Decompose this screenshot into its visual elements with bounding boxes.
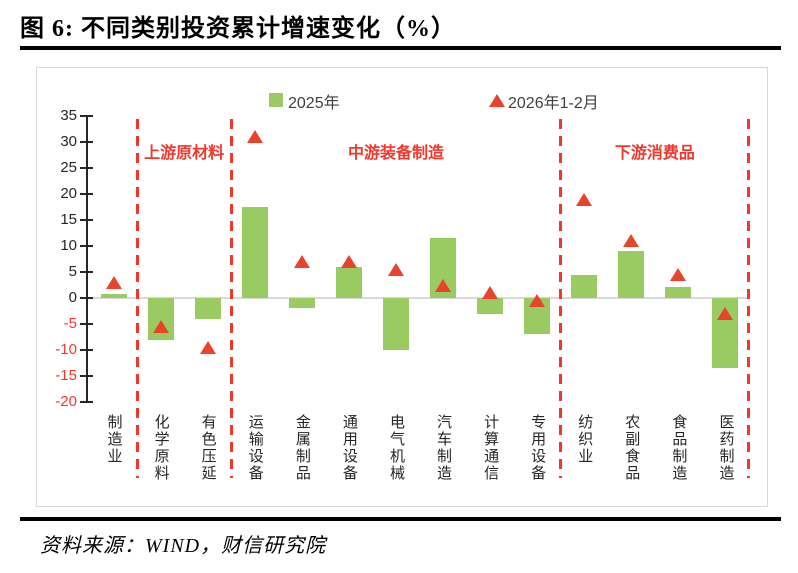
x-axis-label: 通用设备: [340, 414, 358, 482]
marker-triangle-icon: [105, 275, 122, 289]
bar: [571, 275, 598, 298]
x-axis-label: 专用设备: [529, 414, 547, 482]
x-axis-label: 纺织业: [576, 414, 594, 465]
y-axis-tick: [80, 297, 93, 299]
x-axis-label: 电气机械: [387, 414, 405, 482]
y-tick-label: 15: [60, 211, 77, 228]
source-text: 资料来源：WIND，财信研究院: [40, 535, 327, 557]
section-divider-line: [135, 119, 139, 478]
y-axis-tick: [80, 323, 93, 325]
title-rule: [20, 46, 781, 50]
section-label: 中游装备制造: [347, 145, 444, 162]
marker-triangle-icon: [623, 234, 640, 248]
marker-triangle-icon: [576, 192, 593, 206]
marker-triangle-icon: [199, 340, 216, 354]
legend-triangle-icon: [489, 94, 505, 107]
bar: [100, 293, 127, 298]
y-tick-label: -10: [55, 341, 77, 358]
y-tick-label: 10: [60, 237, 77, 254]
section-divider-line: [747, 119, 751, 478]
y-tick-label: 5: [68, 263, 77, 280]
marker-triangle-icon: [293, 255, 310, 269]
zero-gridline: [87, 297, 749, 299]
marker-triangle-icon: [670, 267, 687, 281]
marker-triangle-icon: [152, 320, 169, 334]
x-axis-label: 农副食品: [623, 414, 641, 482]
bar: [194, 298, 221, 319]
y-axis-tick: [80, 193, 93, 195]
x-axis-label: 计算通信: [482, 414, 500, 482]
y-tick-label: 20: [60, 185, 77, 202]
y-axis-tick: [80, 375, 93, 377]
y-tick-label: -15: [55, 367, 77, 384]
bar: [618, 251, 645, 298]
legend-label-2026: 2026年1-2月: [508, 95, 599, 112]
source-rule: [20, 517, 781, 521]
marker-triangle-icon: [529, 294, 546, 308]
y-tick-label: -5: [63, 315, 77, 332]
legend-label-2025: 2025年: [288, 95, 340, 112]
marker-triangle-icon: [246, 130, 263, 144]
x-axis-label: 有色压延: [199, 414, 217, 482]
x-axis-label: 化学原料: [152, 414, 170, 482]
bar: [382, 298, 409, 350]
bar: [665, 286, 692, 298]
y-axis-tick: [80, 219, 93, 221]
section-label: 上游原材料: [144, 145, 225, 162]
section-divider-line: [229, 119, 233, 478]
x-axis-label: 运输设备: [246, 414, 264, 482]
bar: [477, 298, 504, 314]
section-label: 下游消费品: [614, 145, 695, 162]
figure-title: 图 6: 不同类别投资累计增速变化（%）: [20, 16, 456, 42]
marker-triangle-icon: [482, 286, 499, 300]
bar: [241, 207, 268, 298]
bar: [335, 266, 362, 298]
y-axis-line: [86, 116, 88, 402]
x-axis-label: 食品制造: [670, 414, 688, 482]
y-tick-label: -20: [55, 393, 77, 410]
bar: [288, 298, 315, 309]
bar: [147, 298, 174, 340]
y-axis-tick: [80, 141, 93, 143]
y-axis-tick: [80, 167, 93, 169]
legend-square-icon: [269, 93, 283, 107]
x-axis-label: 医药制造: [717, 414, 735, 482]
y-axis-tick: [80, 401, 93, 403]
marker-triangle-icon: [717, 307, 734, 321]
y-axis-tick: [80, 349, 93, 351]
chart-area: 2025年 2026年1-2月 35 30 25 20 15 10 5 0 -5 -10 -15 -2…: [36, 67, 768, 507]
x-axis-label: 汽车制造: [435, 414, 453, 482]
y-tick-label: 30: [60, 133, 77, 150]
y-axis-tick: [80, 115, 93, 117]
y-tick-label: 35: [60, 107, 77, 124]
section-divider-line: [559, 119, 563, 478]
marker-triangle-icon: [435, 278, 452, 292]
marker-triangle-icon: [387, 262, 404, 276]
y-tick-label: 0: [68, 289, 77, 306]
y-axis-tick: [80, 245, 93, 247]
y-tick-label: 25: [60, 159, 77, 176]
marker-triangle-icon: [340, 255, 357, 269]
y-axis-tick: [80, 271, 93, 273]
x-axis-label: 金属制品: [293, 414, 311, 482]
x-axis-label: 制造业: [105, 414, 123, 465]
